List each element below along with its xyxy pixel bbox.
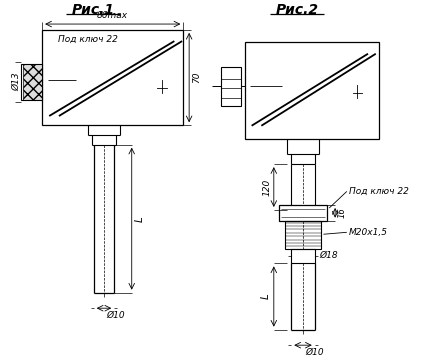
Bar	[221, 67, 241, 106]
Text: Ø13: Ø13	[12, 72, 21, 91]
Text: Рис.2: Рис.2	[276, 4, 319, 18]
Bar	[279, 205, 327, 221]
Bar	[21, 64, 42, 100]
Text: Под ключ 22: Под ключ 22	[349, 187, 409, 196]
Bar	[285, 221, 321, 249]
Bar	[291, 249, 315, 263]
Bar	[42, 30, 183, 125]
Bar	[245, 42, 379, 139]
Text: Ø10: Ø10	[106, 311, 125, 320]
Text: L: L	[134, 216, 145, 222]
Text: Ø10: Ø10	[305, 348, 324, 357]
Text: 16: 16	[337, 208, 346, 218]
Text: 86max: 86max	[97, 11, 128, 20]
Text: M20x1,5: M20x1,5	[349, 228, 388, 237]
Text: Ø18: Ø18	[320, 251, 338, 260]
Bar	[23, 64, 42, 100]
Text: 70: 70	[193, 72, 202, 83]
Text: Рис.1: Рис.1	[71, 4, 114, 18]
Text: L: L	[261, 294, 271, 299]
Text: Под ключ 22: Под ключ 22	[58, 35, 118, 44]
Text: 120: 120	[262, 178, 271, 196]
